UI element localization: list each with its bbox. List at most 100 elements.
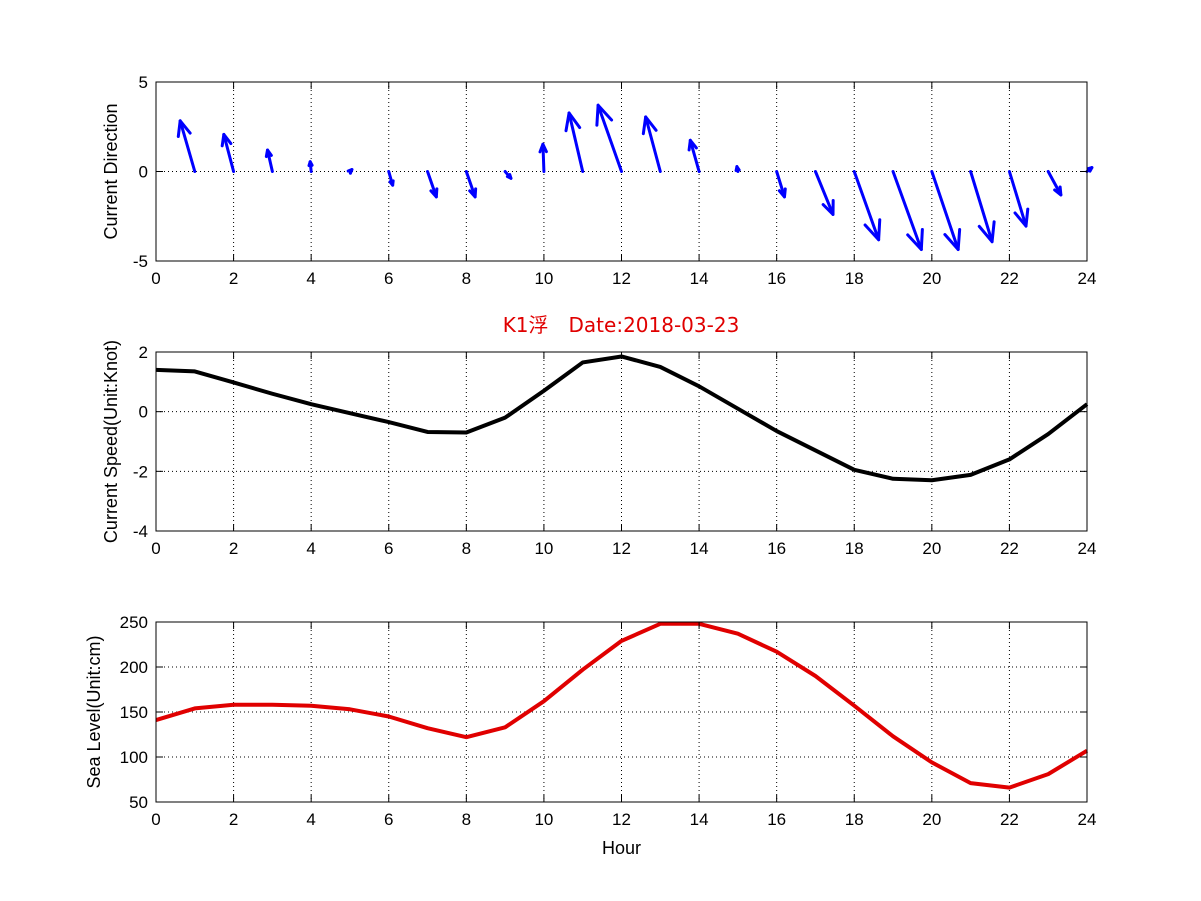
current-vector-head bbox=[538, 142, 548, 154]
current-vector-head bbox=[468, 187, 478, 199]
current-vector-shaft bbox=[1007, 170, 1028, 228]
current-vector-head bbox=[906, 228, 924, 251]
sea-level-x-axis-label: Hour bbox=[602, 838, 641, 858]
current-direction-x-tick-label: 4 bbox=[306, 269, 315, 288]
sea-level-y-tick-label: 200 bbox=[120, 658, 148, 677]
current-direction-x-tick-label: 2 bbox=[229, 269, 238, 288]
sea-level-x-tick-label: 16 bbox=[767, 810, 786, 829]
current-speed-y-tick-label: -4 bbox=[133, 522, 148, 541]
current-vector-shaft bbox=[891, 170, 923, 251]
current-direction-x-tick-label: 0 bbox=[151, 269, 160, 288]
current-speed-y-tick-label: 0 bbox=[139, 403, 148, 422]
current-vector-head bbox=[687, 138, 698, 152]
sea-level-x-tick-label: 22 bbox=[1000, 810, 1019, 829]
sea-level-x-tick-label: 14 bbox=[690, 810, 709, 829]
current-vector-shaft bbox=[567, 111, 585, 173]
current-vector-head bbox=[564, 111, 582, 133]
current-vector-shaft bbox=[222, 132, 236, 173]
current-direction-x-tick-label: 14 bbox=[690, 269, 709, 288]
sea-level-series-line bbox=[155, 621, 1089, 790]
current-vector-head bbox=[1053, 185, 1063, 197]
current-vector-head bbox=[641, 115, 658, 136]
current-vector-head bbox=[943, 228, 962, 251]
current-vector-shaft bbox=[644, 115, 662, 173]
current-speed-x-tick-label: 20 bbox=[922, 539, 941, 558]
sea-level-y-tick-label: 150 bbox=[120, 703, 148, 722]
current-direction-x-tick-label: 16 bbox=[767, 269, 786, 288]
current-vector-shaft bbox=[852, 170, 881, 242]
current-direction-y-axis-label: Current Direction bbox=[101, 103, 121, 239]
current-vector-head bbox=[388, 179, 395, 187]
current-direction-y-tick-label: 5 bbox=[139, 73, 148, 92]
current-speed-x-tick-label: 0 bbox=[151, 539, 160, 558]
sea-level-y-axis-label: Sea Level(Unit:cm) bbox=[84, 635, 104, 788]
current-speed-x-tick-label: 12 bbox=[612, 539, 631, 558]
current-speed-x-tick-label: 10 bbox=[534, 539, 553, 558]
current-vector-shaft bbox=[775, 170, 786, 199]
current-vector-head bbox=[264, 148, 273, 159]
sea-level-y-tick-label: 50 bbox=[129, 793, 148, 812]
current-vector-head bbox=[505, 173, 513, 180]
current-direction-x-tick-label: 6 bbox=[384, 269, 393, 288]
sea-level-x-tick-label: 8 bbox=[462, 810, 471, 829]
sea-level-x-tick-label: 12 bbox=[612, 810, 631, 829]
current-vector-head bbox=[429, 187, 439, 199]
current-vector-head bbox=[863, 218, 882, 242]
current-direction-x-tick-label: 8 bbox=[462, 269, 471, 288]
figure-title: K1浮 Date:2018-03-23 bbox=[503, 313, 740, 337]
current-speed-x-tick-label: 6 bbox=[384, 539, 393, 558]
current-vector-shaft bbox=[1046, 170, 1063, 197]
sea-level-y-tick-label: 250 bbox=[120, 613, 148, 632]
current-speed-y-tick-label: 2 bbox=[139, 343, 148, 362]
current-direction-y-tick-label: -5 bbox=[133, 252, 148, 271]
current-direction-x-tick-label: 10 bbox=[534, 269, 553, 288]
current-speed-x-tick-label: 22 bbox=[1000, 539, 1019, 558]
current-vector-head bbox=[734, 165, 741, 173]
current-direction-y-tick-label: 0 bbox=[139, 163, 148, 182]
current-speed-y-axis-label: Current Speed(Unit:Knot) bbox=[101, 340, 121, 543]
current-vector-shaft bbox=[426, 170, 438, 199]
current-speed-x-tick-label: 14 bbox=[690, 539, 709, 558]
sea-level-x-tick-label: 0 bbox=[151, 810, 160, 829]
current-speed-series-line bbox=[155, 354, 1089, 483]
current-vector-shaft bbox=[178, 119, 197, 173]
sea-level-x-tick-label: 10 bbox=[534, 810, 553, 829]
sea-level-x-tick-label: 18 bbox=[845, 810, 864, 829]
sea-level-x-tick-label: 24 bbox=[1078, 810, 1097, 829]
current-vector-head bbox=[1086, 166, 1094, 173]
current-direction-x-tick-label: 18 bbox=[845, 269, 864, 288]
current-vector-shaft bbox=[813, 170, 835, 216]
current-direction-x-tick-label: 20 bbox=[922, 269, 941, 288]
current-vector-shaft bbox=[541, 142, 546, 173]
current-speed-x-tick-label: 2 bbox=[229, 539, 238, 558]
current-vector-head bbox=[220, 132, 233, 148]
sea-level-x-tick-label: 4 bbox=[306, 810, 315, 829]
current-vector-shaft bbox=[930, 170, 960, 251]
current-speed-x-tick-label: 24 bbox=[1078, 539, 1097, 558]
sea-level-x-tick-label: 2 bbox=[229, 810, 238, 829]
sea-level-x-tick-label: 20 bbox=[922, 810, 941, 829]
current-direction-x-tick-label: 22 bbox=[1000, 269, 1019, 288]
current-vector-head bbox=[1013, 207, 1030, 228]
sea-level-y-tick-label: 100 bbox=[120, 748, 148, 767]
sea-level-x-tick-label: 6 bbox=[384, 810, 393, 829]
current-vector-shaft bbox=[464, 170, 477, 199]
current-speed-y-tick-label: -2 bbox=[133, 462, 148, 481]
current-vector-head bbox=[821, 198, 835, 216]
current-speed-x-tick-label: 4 bbox=[306, 539, 315, 558]
current-speed-x-tick-label: 18 bbox=[845, 539, 864, 558]
current-vector-shaft bbox=[688, 138, 701, 173]
current-vector-head bbox=[777, 187, 787, 199]
current-speed-x-tick-label: 16 bbox=[767, 539, 786, 558]
current-direction-x-tick-label: 24 bbox=[1078, 269, 1097, 288]
current-vector-head bbox=[307, 160, 314, 168]
current-vector-head bbox=[977, 220, 996, 244]
current-vector-head bbox=[176, 119, 192, 139]
current-direction-x-tick-label: 12 bbox=[612, 269, 631, 288]
current-vector-shaft bbox=[596, 103, 623, 173]
current-vector-shaft bbox=[969, 170, 994, 244]
